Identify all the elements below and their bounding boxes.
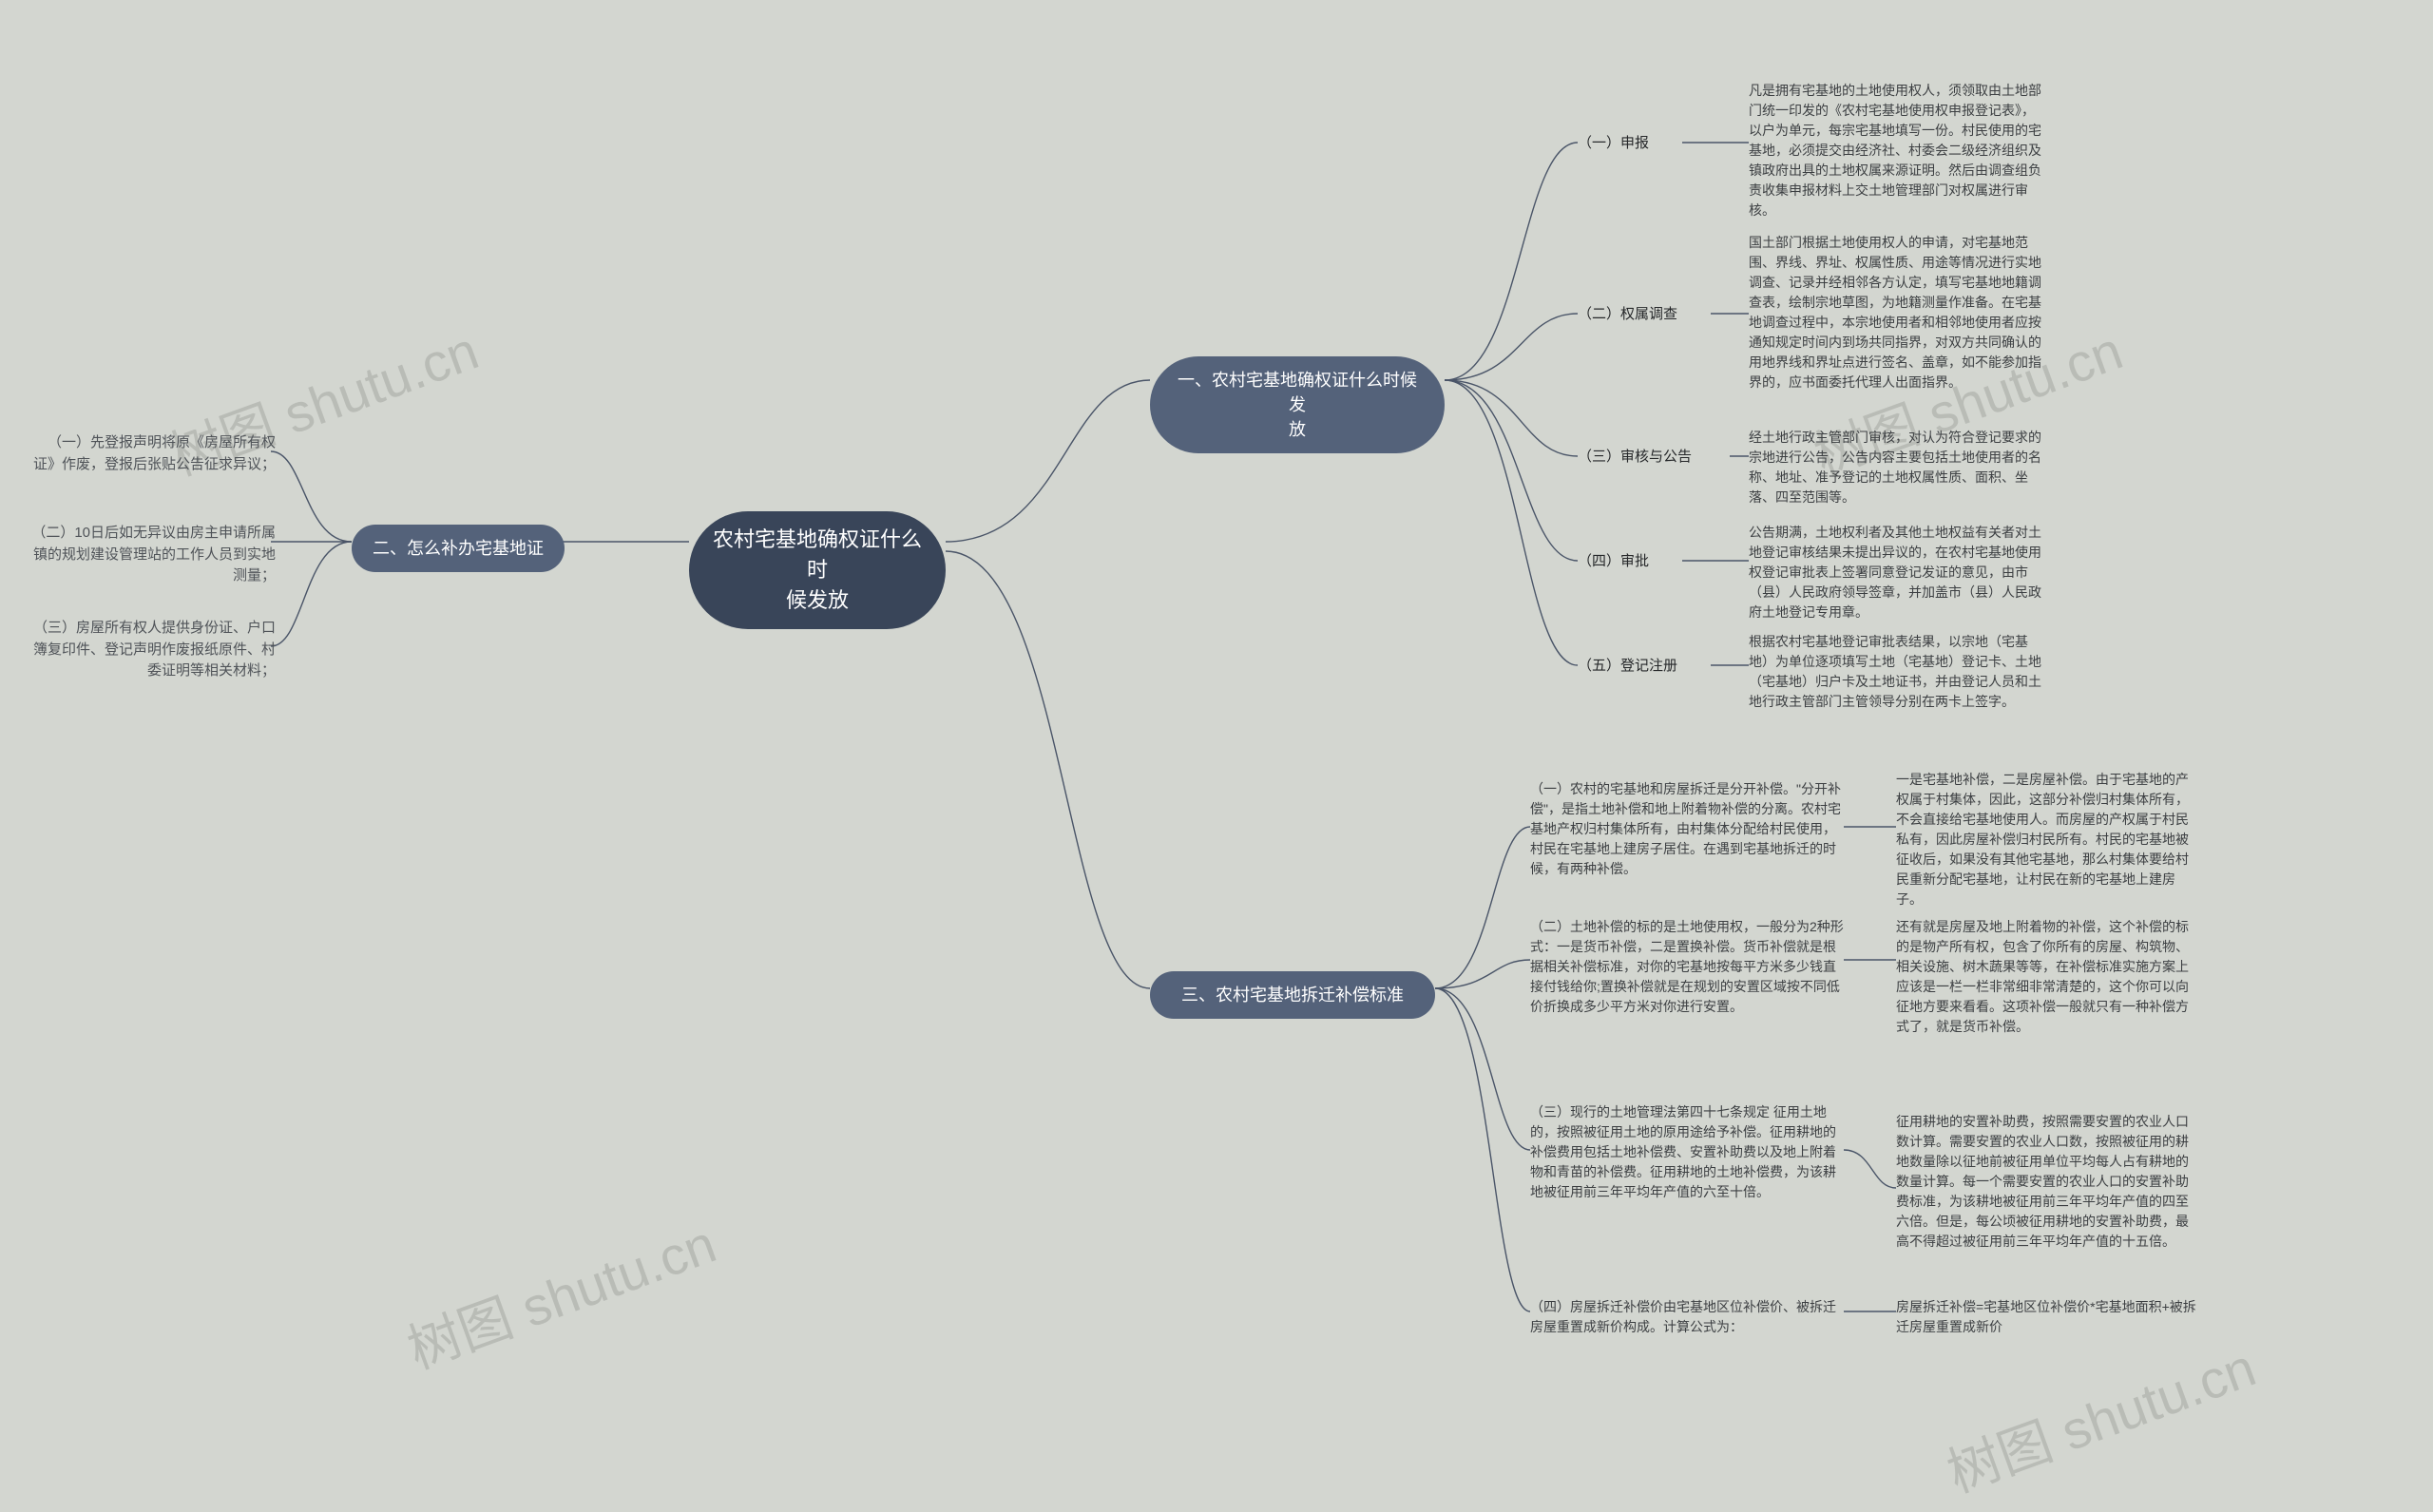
branch-2-item-1: （一）先登报声明将原《房屋所有权证》作废，登报后张贴公告征求异议； xyxy=(29,432,276,475)
branch-3-item-4-mid: （四）房屋拆迁补偿价由宅基地区位补偿价、被拆迁房屋重置成新价构成。计算公式为： xyxy=(1530,1297,1844,1337)
branch-3-item-1-mid: （一）农村的宅基地和房屋拆迁是分开补偿。"分开补偿"，是指土地补偿和地上附着物补… xyxy=(1530,779,1844,879)
branch-1-item-4-key[interactable]: （四）审批 xyxy=(1578,551,1649,573)
branch-3-node[interactable]: 三、农村宅基地拆迁补偿标准 xyxy=(1150,971,1435,1019)
edge-layer xyxy=(0,0,2433,1512)
branch-1-item-2-desc: 国土部门根据土地使用权人的申请，对宅基地范围、界线、界址、权属性质、用途等情况进… xyxy=(1749,233,2043,392)
branch-1-node[interactable]: 一、农村宅基地确权证什么时候发放 xyxy=(1150,356,1445,453)
branch-1-item-1-desc: 凡是拥有宅基地的土地使用权人，须领取由土地部门统一印发的《农村宅基地使用权申报登… xyxy=(1749,81,2043,220)
branch-3-item-3-mid: （三）现行的土地管理法第四十七条规定 征用土地的，按照被征用土地的原用途给予补偿… xyxy=(1530,1102,1844,1202)
branch-1-item-5-desc: 根据农村宅基地登记审批表结果，以宗地（宅基地）为单位逐项填写土地（宅基地）登记卡… xyxy=(1749,632,2043,712)
branch-1-item-3-key[interactable]: （三）审核与公告 xyxy=(1578,447,1692,469)
branch-3-item-3-desc: 征用耕地的安置补助费，按照需要安置的农业人口数计算。需要安置的农业人口数，按照被… xyxy=(1896,1112,2200,1252)
branch-1-item-1-key[interactable]: （一）申报 xyxy=(1578,133,1649,155)
branch-3-item-2-mid: （二）土地补偿的标的是土地使用权，一般分为2种形式：一是货币补偿，二是置换补偿。… xyxy=(1530,917,1844,1017)
branch-3-item-1-desc: 一是宅基地补偿，二是房屋补偿。由于宅基地的产权属于村集体，因此，这部分补偿归村集… xyxy=(1896,770,2200,909)
watermark: 树图 shutu.cn xyxy=(395,1201,725,1384)
branch-1-item-3-desc: 经土地行政主管部门审核，对认为符合登记要求的宗地进行公告，公告内容主要包括土地使… xyxy=(1749,428,2043,507)
branch-3-item-4-desc: 房屋拆迁补偿=宅基地区位补偿价*宅基地面积+被拆迁房屋重置成新价 xyxy=(1896,1297,2200,1337)
mindmap-canvas: 树图 shutu.cn 树图 shutu.cn 树图 shutu.cn 树图 s… xyxy=(0,0,2433,1512)
branch-2-node[interactable]: 二、怎么补办宅基地证 xyxy=(352,525,565,572)
branch-1-item-4-desc: 公告期满，土地权利者及其他土地权益有关者对土地登记审核结果未提出异议的，在农村宅… xyxy=(1749,523,2043,622)
branch-2-item-3: （三）房屋所有权人提供身份证、户口簿复印件、登记声明作废报纸原件、村委证明等相关… xyxy=(29,618,276,682)
root-node[interactable]: 农村宅基地确权证什么时候发放 xyxy=(689,511,946,629)
branch-1-item-2-key[interactable]: （二）权属调查 xyxy=(1578,304,1677,326)
branch-1-item-5-key[interactable]: （五）登记注册 xyxy=(1578,656,1677,678)
branch-3-item-2-desc: 还有就是房屋及地上附着物的补偿，这个补偿的标的是物产所有权，包含了你所有的房屋、… xyxy=(1896,917,2200,1037)
watermark: 树图 shutu.cn xyxy=(1935,1325,2265,1507)
branch-2-item-2: （二）10日后如无异议由房主申请所属镇的规划建设管理站的工作人员到实地测量； xyxy=(29,523,276,587)
